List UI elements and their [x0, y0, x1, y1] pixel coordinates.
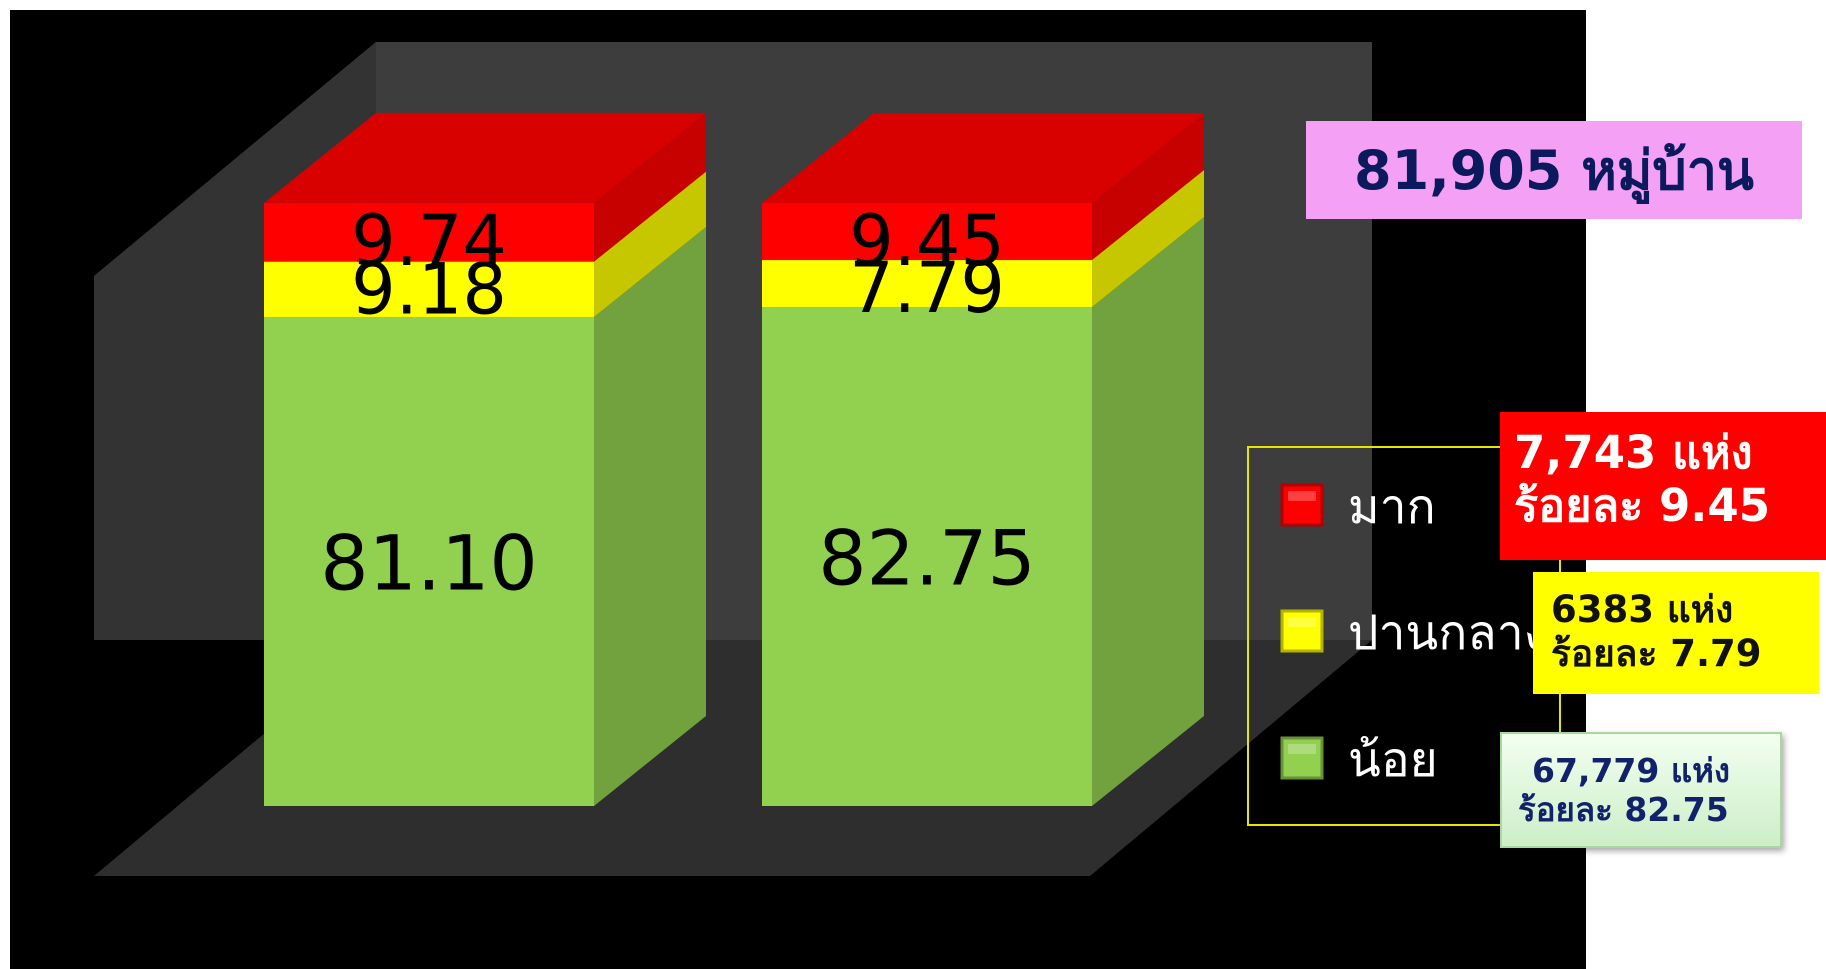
- legend-swatch-gloss: [1288, 744, 1316, 754]
- data-label: 81.10: [320, 518, 538, 607]
- bar-top: [762, 113, 1204, 204]
- bar-segment: [762, 307, 1092, 806]
- legend-swatch: [1280, 736, 1324, 780]
- total-villages-box: 81,905 หมู่บ้าน: [1306, 121, 1802, 219]
- bar-side: [594, 226, 706, 807]
- bar-side: [1092, 170, 1204, 308]
- bar-segment: [264, 316, 594, 806]
- bar-side: [1092, 217, 1204, 806]
- callout-low: 67,779 แห่ง ร้อยละ 82.75: [1500, 732, 1782, 848]
- data-label: 9.74: [351, 200, 507, 282]
- data-label: 9.45: [849, 200, 1005, 282]
- bar-top: [264, 112, 706, 203]
- data-label: 9.18: [351, 249, 507, 331]
- bar-segment: [264, 261, 594, 317]
- legend-swatch-gloss: [1288, 617, 1316, 627]
- bar-segment: [264, 202, 594, 262]
- bar-side: [1092, 113, 1204, 261]
- callout-medium-count: 6383 แห่ง: [1551, 588, 1734, 631]
- callout-high-percent: ร้อยละ 9.45: [1514, 479, 1771, 533]
- legend-swatch-gloss: [1288, 491, 1316, 501]
- bar-segment: [762, 260, 1092, 308]
- callout-high-count: 7,743 แห่ง: [1514, 426, 1753, 479]
- legend-label: มาก: [1348, 479, 1436, 535]
- callout-medium: 6383 แห่ง ร้อยละ 7.79: [1533, 572, 1819, 694]
- legend-swatch: [1280, 609, 1324, 653]
- legend-label: ปานกลาง: [1348, 605, 1547, 661]
- data-label: 82.75: [818, 514, 1036, 603]
- data-label: 7.79: [849, 247, 1005, 329]
- bar-side: [594, 171, 706, 317]
- callout-high: 7,743 แห่ง ร้อยละ 9.45: [1500, 412, 1826, 560]
- callout-low-percent: ร้อยละ 82.75: [1518, 789, 1729, 829]
- bar-segment: [762, 203, 1092, 261]
- legend-label: น้อย: [1348, 732, 1438, 788]
- callout-medium-percent: ร้อยละ 7.79: [1551, 631, 1762, 675]
- callout-low-count: 67,779 แห่ง: [1532, 751, 1730, 790]
- legend-swatch: [1280, 483, 1324, 527]
- bar-side: [594, 112, 706, 262]
